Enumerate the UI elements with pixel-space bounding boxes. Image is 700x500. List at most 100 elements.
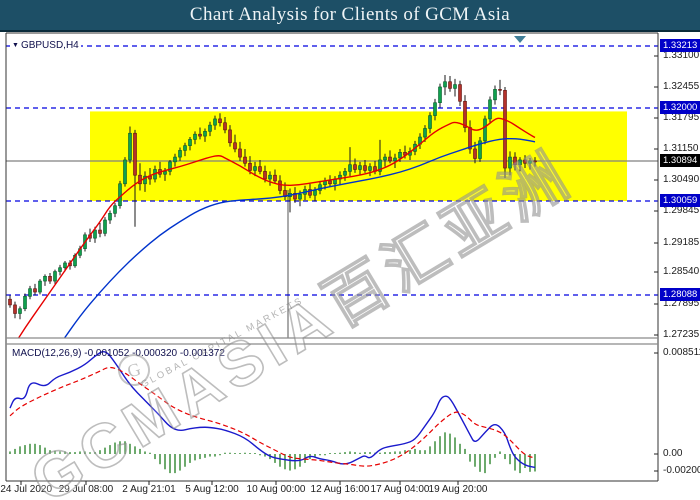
candle xyxy=(108,213,112,221)
macd-tick-label: -0.002008 xyxy=(663,465,700,476)
candle xyxy=(378,159,382,172)
symbol-label: ▼ GBPUSD,H4 xyxy=(10,40,81,52)
price-level-badge: 1.30059 xyxy=(660,194,700,207)
candle xyxy=(238,148,242,158)
candle xyxy=(308,189,312,196)
candle xyxy=(178,150,182,158)
candle xyxy=(8,298,12,306)
candle xyxy=(268,174,272,180)
time-tick-label: 17 Aug 04:00 xyxy=(370,484,430,495)
candle xyxy=(218,118,222,124)
candle xyxy=(273,174,277,182)
candle xyxy=(163,171,167,175)
candle xyxy=(128,132,132,161)
candle xyxy=(138,174,142,185)
candle xyxy=(43,276,47,282)
candle xyxy=(248,162,252,171)
candle xyxy=(58,267,62,272)
candle xyxy=(258,166,262,172)
price-tick-label: 1.29845 xyxy=(663,205,700,216)
candle xyxy=(198,133,202,137)
time-tick-label: 29 Jul 08:00 xyxy=(58,484,114,495)
candle xyxy=(143,175,147,185)
candle xyxy=(118,183,122,207)
price-level-badge: 1.33213 xyxy=(660,39,700,52)
candle xyxy=(63,262,67,269)
down-arrow-marker-icon xyxy=(514,36,526,43)
price-tick-label: 1.32455 xyxy=(663,81,700,92)
candle xyxy=(363,165,367,171)
candle xyxy=(458,84,462,102)
symbol-text: GBPUSD,H4 xyxy=(20,40,79,51)
candle xyxy=(98,229,102,234)
price-tick-label: 1.29185 xyxy=(663,237,700,248)
candle xyxy=(133,132,137,176)
candle xyxy=(448,81,452,89)
candle xyxy=(193,133,197,140)
ma-fast-line xyxy=(17,117,536,338)
current-price-badge: 1.30894 xyxy=(660,154,700,167)
candle xyxy=(188,139,192,146)
macd-plot xyxy=(9,350,536,474)
candle xyxy=(233,142,237,150)
price-level-badge: 1.28088 xyxy=(660,288,700,301)
price-tick-label: 1.30490 xyxy=(663,174,700,185)
ma-slow-line xyxy=(63,137,536,338)
candle xyxy=(278,180,282,191)
candle xyxy=(473,148,477,159)
candle xyxy=(103,219,107,234)
candle xyxy=(528,160,532,164)
candle xyxy=(488,99,492,120)
price-tick-label: 1.31150 xyxy=(663,143,699,154)
price-tick-label: 1.31795 xyxy=(663,112,700,123)
candle xyxy=(388,156,392,162)
candle xyxy=(383,156,387,161)
main-plot xyxy=(6,45,658,338)
candle xyxy=(533,160,537,163)
candle xyxy=(113,205,117,214)
candle xyxy=(523,159,527,164)
candle xyxy=(318,184,322,191)
candle xyxy=(438,86,442,104)
candle xyxy=(293,193,297,200)
candle xyxy=(13,304,17,314)
macd-indicator-label: MACD(12,26,9) -0.001052 -0.000320 -0.001… xyxy=(12,348,225,359)
candle xyxy=(208,124,212,132)
candle xyxy=(343,171,347,176)
price-tick-label: 1.27235 xyxy=(663,329,700,340)
macd-line xyxy=(9,350,536,469)
candle xyxy=(423,128,427,138)
candle xyxy=(173,156,177,163)
candle xyxy=(263,171,267,180)
price-tick-label: 1.28540 xyxy=(663,266,700,277)
time-tick-label: 12 Aug 16:00 xyxy=(310,484,370,495)
candle xyxy=(518,159,522,166)
candle xyxy=(18,308,22,314)
candle xyxy=(513,156,517,166)
candle xyxy=(358,165,362,170)
candle xyxy=(493,89,497,101)
candle xyxy=(33,288,37,293)
candle xyxy=(183,145,187,151)
candle xyxy=(23,296,27,310)
highlight-zone xyxy=(90,111,627,201)
time-tick-label: 10 Aug 00:00 xyxy=(246,484,306,495)
time-tick-label: 24 Jul 2020 xyxy=(0,484,53,495)
candle xyxy=(53,271,57,282)
price-tick-label: 1.33100 xyxy=(663,50,700,61)
macd-tick-label: 0.008511 xyxy=(663,347,700,358)
candle xyxy=(313,190,317,196)
candle xyxy=(428,115,432,129)
candle xyxy=(93,229,97,239)
macd-tick-label: 0.00 xyxy=(663,448,683,459)
candle xyxy=(353,164,357,170)
candle xyxy=(393,157,397,162)
candle xyxy=(223,122,227,131)
candle xyxy=(468,127,472,150)
candle xyxy=(433,102,437,116)
price-tick-label: 1.27895 xyxy=(663,298,700,309)
candle xyxy=(28,288,32,297)
candle xyxy=(368,166,372,171)
